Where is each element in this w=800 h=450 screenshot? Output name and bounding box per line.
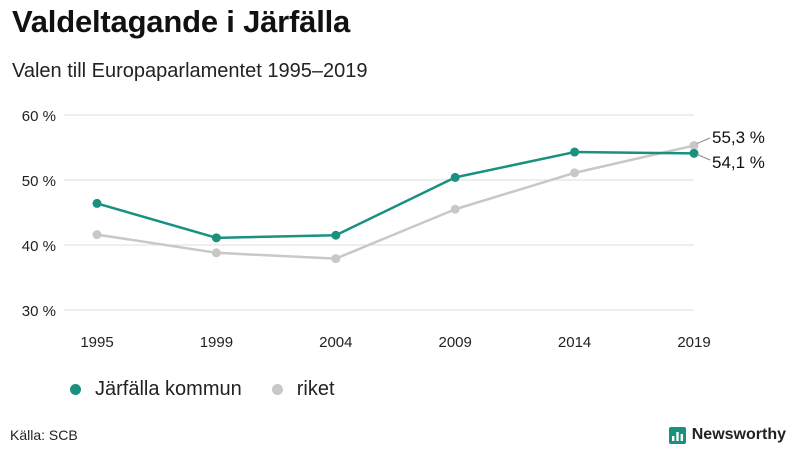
data-point-riket bbox=[450, 204, 460, 214]
data-point-riket bbox=[92, 230, 102, 240]
legend-label-riket: riket bbox=[296, 378, 335, 400]
x-tick-label: 2009 bbox=[439, 334, 472, 351]
y-tick-label: 40 % bbox=[22, 238, 56, 255]
y-tick-label: 60 % bbox=[22, 108, 56, 125]
data-point-riket bbox=[331, 254, 341, 264]
data-point-kommun bbox=[92, 198, 102, 208]
series-line-riket bbox=[96, 144, 695, 260]
legend-marker-kommun bbox=[70, 384, 81, 395]
data-point-kommun bbox=[211, 233, 221, 243]
legend-marker-riket bbox=[271, 384, 283, 395]
data-point-kommun bbox=[331, 230, 341, 240]
legend-item-riket: riket bbox=[271, 378, 335, 401]
x-tick-label: 1999 bbox=[200, 334, 233, 351]
x-tick-label: 1995 bbox=[80, 334, 113, 351]
legend-label-kommun: Järfälla kommun bbox=[95, 378, 242, 400]
source-note: Källa: SCB bbox=[10, 427, 78, 443]
chart-title: Valdeltagande i Järfälla bbox=[12, 4, 351, 39]
x-tick-label: 2014 bbox=[558, 334, 591, 351]
data-point-kommun bbox=[689, 148, 699, 158]
data-point-riket bbox=[570, 168, 580, 178]
end-label-kommun: 54,1 % bbox=[712, 153, 765, 172]
series-line-kommun bbox=[96, 150, 695, 240]
brand-name: Newsworthy bbox=[691, 426, 786, 443]
end-label-connector-riket bbox=[696, 137, 711, 145]
data-point-kommun bbox=[570, 147, 580, 157]
legend: Järfälla kommun riket bbox=[70, 378, 365, 401]
legend-item-kommun: Järfälla kommun bbox=[70, 378, 242, 401]
end-label-connector-kommun bbox=[696, 153, 711, 161]
x-tick-label: 2019 bbox=[677, 334, 710, 351]
x-tick-label: 2004 bbox=[319, 334, 352, 351]
chart-subtitle: Valen till Europaparlamentet 1995–2019 bbox=[12, 60, 368, 82]
y-tick-label: 30 % bbox=[22, 303, 56, 320]
data-point-riket bbox=[689, 141, 699, 151]
data-point-riket bbox=[211, 248, 221, 258]
end-label-riket: 55,3 % bbox=[712, 128, 765, 147]
brand-logo: Newsworthy bbox=[668, 426, 786, 444]
y-tick-label: 50 % bbox=[22, 173, 56, 190]
bar-chart-logo-icon bbox=[668, 426, 686, 444]
data-point-kommun bbox=[450, 172, 460, 182]
